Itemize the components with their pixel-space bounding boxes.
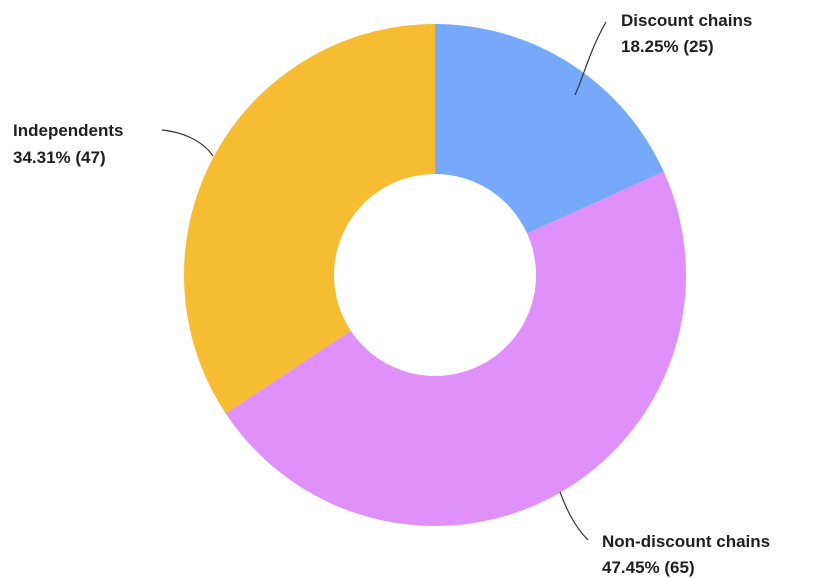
leader-line-independents — [161, 129, 214, 157]
leader-line-discount-chains — [574, 21, 607, 96]
slice-label-non-discount-chains: Non-discount chains — [602, 532, 770, 551]
slice-non-discount-chains — [225, 171, 686, 527]
slice-value-non-discount-chains: 47.45% (65) — [602, 558, 695, 577]
slice-label-independents: Independents — [13, 121, 124, 140]
leader-line-non-discount-chains — [559, 491, 589, 541]
slice-label-discount-chains: Discount chains — [621, 11, 752, 30]
slice-discount-chains — [435, 24, 664, 234]
slice-value-independents: 34.31% (47) — [13, 148, 106, 167]
slice-independents — [184, 24, 435, 414]
donut-slices — [184, 24, 686, 527]
slice-value-discount-chains: 18.25% (25) — [621, 37, 714, 56]
